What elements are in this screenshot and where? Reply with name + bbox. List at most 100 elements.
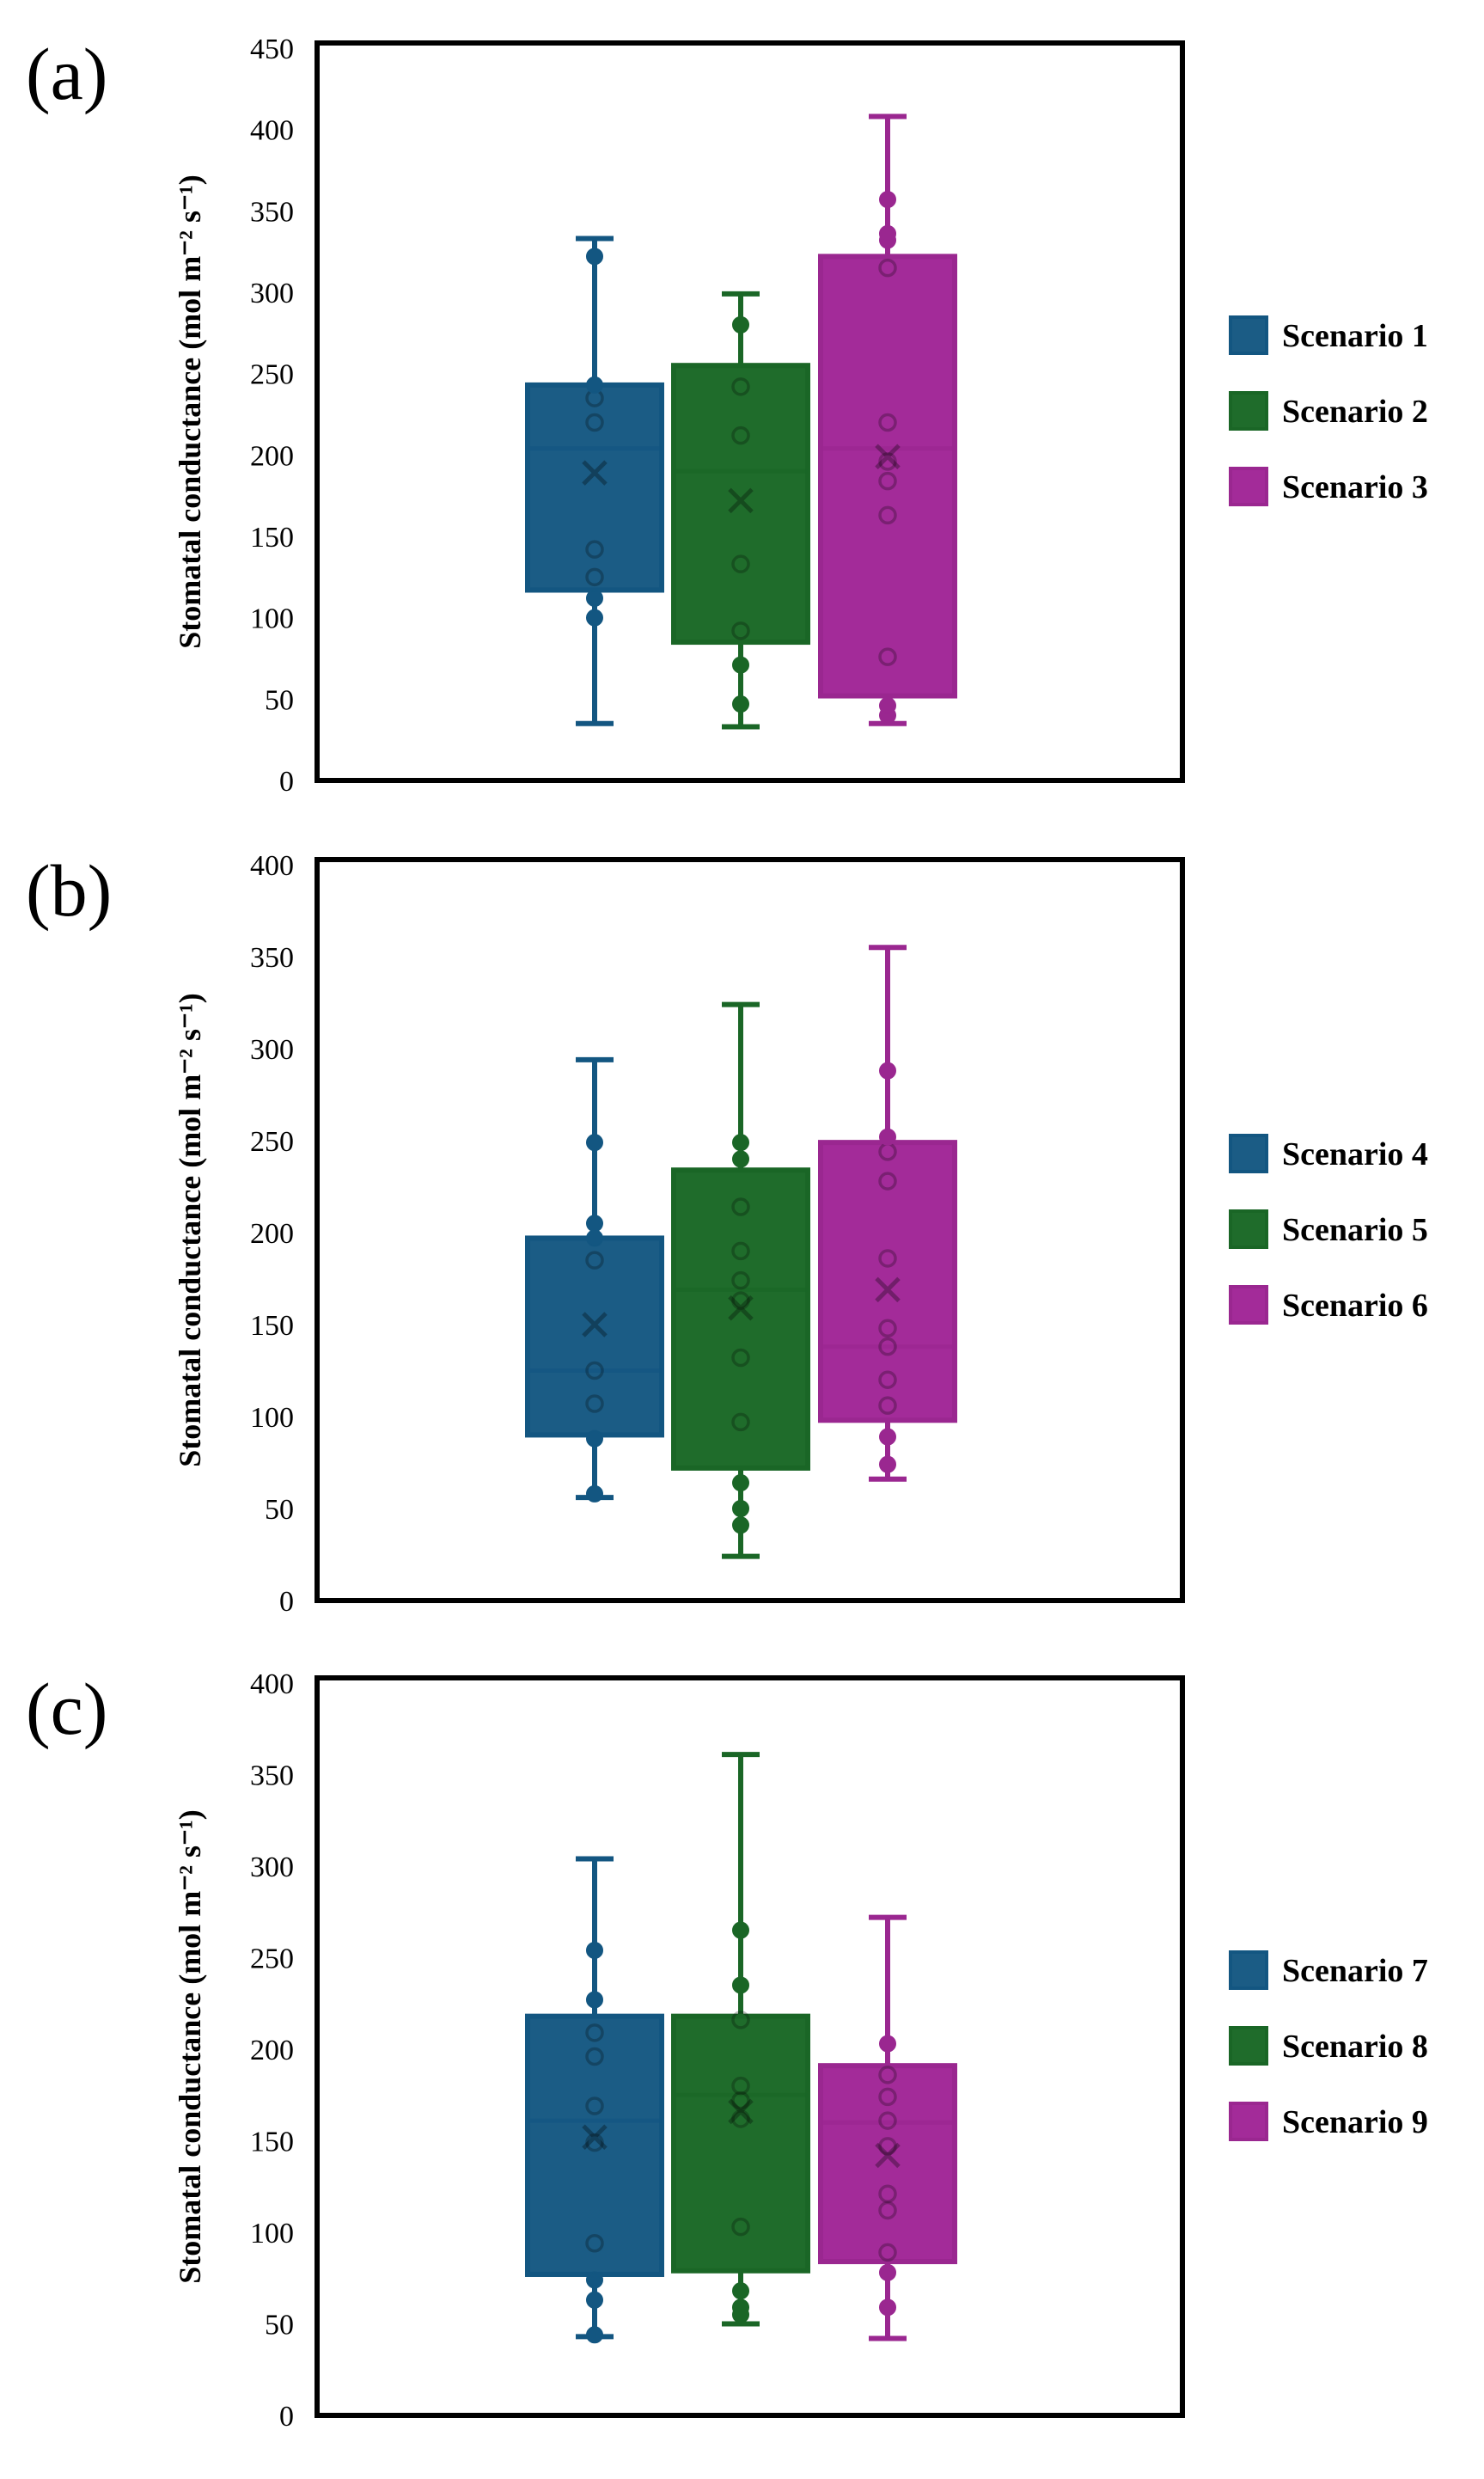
data-point xyxy=(731,425,750,445)
data-point xyxy=(732,656,749,674)
series-1-box xyxy=(525,1056,664,1503)
chart-panel-1: (a) 0 50 100 150 200 250 300 350 400 450 Stomatal c… xyxy=(26,33,1428,798)
data-point xyxy=(585,2023,604,2042)
mean-marker xyxy=(582,2124,608,2151)
data-point xyxy=(878,2137,897,2156)
y-axis-title: Stomatal conductance (mol m⁻² s⁻¹) xyxy=(173,993,207,1467)
data-point xyxy=(586,1429,603,1448)
data-point xyxy=(732,1134,749,1152)
data-point xyxy=(731,2076,750,2096)
data-point xyxy=(878,2111,897,2130)
data-point xyxy=(878,2184,897,2204)
y-tick-label: 250 xyxy=(250,359,294,391)
y-axis-title: Stomatal conductance (mol m⁻² s⁻¹) xyxy=(173,1809,207,2284)
data-point xyxy=(732,1500,749,1517)
y-tick-label: 450 xyxy=(250,34,294,65)
data-point xyxy=(879,696,896,714)
legend-swatch xyxy=(1229,2102,1268,2141)
y-tick-label: 50 xyxy=(265,1494,294,1526)
y-tick-label: 350 xyxy=(250,196,294,228)
data-point xyxy=(879,191,896,209)
mean-marker xyxy=(728,2098,754,2125)
data-point xyxy=(585,2234,604,2253)
y-tick-label: 250 xyxy=(250,1943,294,1975)
y-tick-label: 200 xyxy=(250,440,294,472)
data-point xyxy=(731,2109,750,2128)
iqr-box xyxy=(818,1140,957,1423)
data-point xyxy=(878,452,897,471)
legend-label: Scenario 8 xyxy=(1282,2029,1428,2065)
data-point xyxy=(586,1134,603,1152)
legend-label: Scenario 4 xyxy=(1282,1136,1428,1172)
mean-marker xyxy=(875,444,901,469)
data-point xyxy=(878,1396,897,1415)
y-tick-label: 150 xyxy=(250,522,294,554)
data-point xyxy=(731,1270,750,1290)
data-point xyxy=(879,1128,896,1146)
data-point xyxy=(586,1941,603,1959)
data-point xyxy=(586,2326,603,2344)
legend-label: Scenario 5 xyxy=(1282,1212,1428,1248)
y-tick-label: 200 xyxy=(250,1218,294,1250)
legend-swatch xyxy=(1229,1285,1268,1325)
data-point xyxy=(879,1062,896,1080)
data-point xyxy=(585,2133,604,2152)
data-point xyxy=(879,1428,896,1446)
plot-frame xyxy=(315,857,1185,1603)
data-point xyxy=(731,621,750,640)
y-tick-label: 100 xyxy=(250,1402,294,1434)
data-point xyxy=(731,2090,750,2110)
data-point xyxy=(879,2263,896,2281)
data-point xyxy=(586,2271,603,2289)
series-2-box xyxy=(671,1001,810,1559)
legend-swatch xyxy=(1229,1134,1268,1173)
data-point xyxy=(732,315,749,334)
data-point xyxy=(586,609,603,627)
data-point xyxy=(586,376,603,394)
data-point xyxy=(878,2200,897,2220)
data-point xyxy=(732,695,749,713)
panel-label: (a) xyxy=(26,33,107,115)
mean-marker xyxy=(728,1295,754,1321)
data-point xyxy=(731,2217,750,2237)
series-1-box xyxy=(525,236,664,726)
y-tick-label: 0 xyxy=(279,766,294,798)
data-point xyxy=(878,647,897,666)
y-tick-label: 350 xyxy=(250,1760,294,1792)
data-point xyxy=(878,258,897,278)
iqr-box xyxy=(671,363,810,646)
data-point xyxy=(732,2298,749,2317)
data-point xyxy=(585,567,604,587)
data-point xyxy=(732,1516,749,1534)
y-tick-label: 300 xyxy=(250,1034,294,1066)
data-point xyxy=(731,2011,750,2029)
y-tick-label: 200 xyxy=(250,2035,294,2066)
data-point xyxy=(585,413,604,432)
data-point xyxy=(731,1241,750,1261)
legend-swatch xyxy=(1229,315,1268,355)
data-point xyxy=(731,377,750,396)
data-point xyxy=(732,1474,749,1492)
y-tick-label: 100 xyxy=(250,603,294,635)
data-point xyxy=(878,2087,897,2107)
series-1-box xyxy=(525,1856,664,2344)
data-point xyxy=(878,471,897,491)
iqr-box xyxy=(525,1235,664,1438)
y-tick-label: 300 xyxy=(250,278,294,309)
iqr-box xyxy=(525,2013,664,2277)
series-3-box xyxy=(818,945,957,1482)
data-point xyxy=(731,1197,750,1216)
panel-label: (b) xyxy=(26,849,112,932)
mean-marker xyxy=(582,1312,608,1337)
data-point xyxy=(879,2298,896,2317)
iqr-box xyxy=(525,382,664,593)
legend-label: Scenario 6 xyxy=(1282,1288,1428,1324)
mean-marker xyxy=(728,487,754,514)
data-point xyxy=(586,1991,603,2009)
data-point xyxy=(731,554,750,573)
data-point xyxy=(879,224,896,242)
data-point xyxy=(586,589,603,607)
data-point xyxy=(878,1370,897,1389)
iqr-box xyxy=(818,254,957,699)
y-tick-label: 100 xyxy=(250,2218,294,2249)
